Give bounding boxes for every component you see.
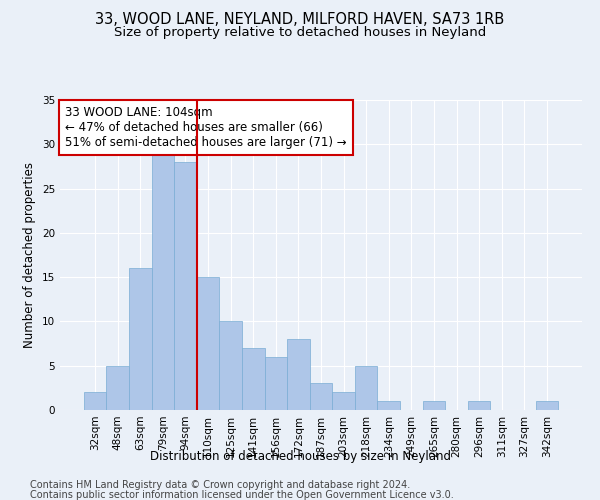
Text: Contains public sector information licensed under the Open Government Licence v3: Contains public sector information licen… [30, 490, 454, 500]
Text: Distribution of detached houses by size in Neyland: Distribution of detached houses by size … [149, 450, 451, 463]
Bar [152, 153, 174, 410]
Bar [106, 366, 129, 410]
Bar [422, 401, 445, 410]
Text: 33 WOOD LANE: 104sqm
← 47% of detached houses are smaller (66)
51% of semi-detac: 33 WOOD LANE: 104sqm ← 47% of detached h… [65, 106, 347, 149]
Y-axis label: Number of detached properties: Number of detached properties [23, 162, 37, 348]
Bar [468, 401, 490, 410]
Bar [220, 322, 242, 410]
Bar [84, 392, 106, 410]
Bar [287, 339, 310, 410]
Bar [242, 348, 265, 410]
Bar [355, 366, 377, 410]
Text: 33, WOOD LANE, NEYLAND, MILFORD HAVEN, SA73 1RB: 33, WOOD LANE, NEYLAND, MILFORD HAVEN, S… [95, 12, 505, 28]
Bar [536, 401, 558, 410]
Bar [197, 277, 220, 410]
Text: Size of property relative to detached houses in Neyland: Size of property relative to detached ho… [114, 26, 486, 39]
Bar [174, 162, 197, 410]
Bar [377, 401, 400, 410]
Bar [265, 357, 287, 410]
Bar [310, 384, 332, 410]
Text: Contains HM Land Registry data © Crown copyright and database right 2024.: Contains HM Land Registry data © Crown c… [30, 480, 410, 490]
Bar [332, 392, 355, 410]
Bar [129, 268, 152, 410]
